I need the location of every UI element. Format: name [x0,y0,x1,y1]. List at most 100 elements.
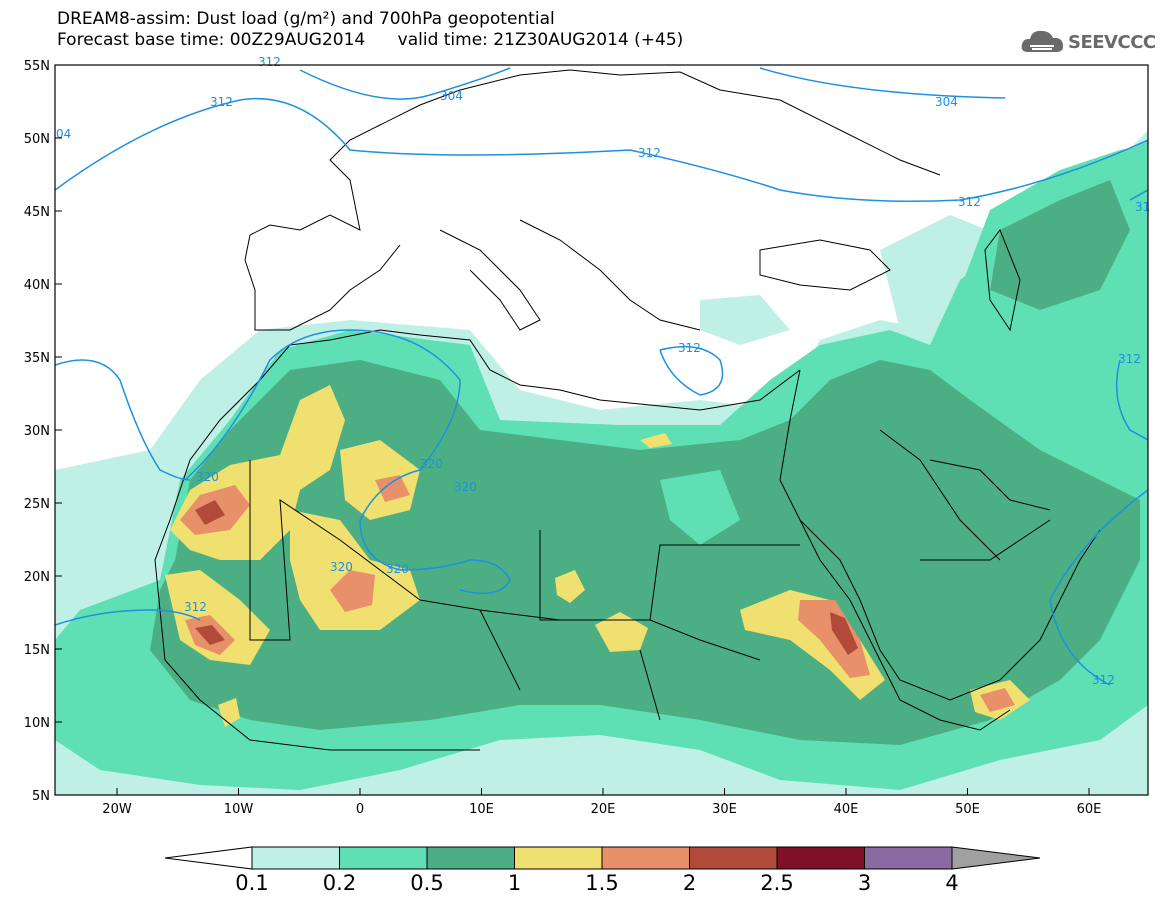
lat-tick-label: 50N [24,132,50,147]
dust-region-yellow-niger [555,570,585,603]
border-sahel [419,599,761,721]
contour-label: 312 [258,55,281,69]
colorbar-label: 3 [857,871,872,895]
contour-label: 312 [1092,673,1115,687]
contour-304 [299,67,1006,100]
dust-region-yellow-chad [595,612,648,652]
colorbar-label: 4 [945,871,959,895]
contour-label: 320 [386,562,409,576]
colorbar-label: 0.2 [322,871,357,895]
contour-312-west [55,359,191,481]
coast-europe [249,69,941,236]
coast-balkans [519,219,701,331]
forecast-time-subtitle: Forecast base time: 00Z29AUG2014 valid t… [57,30,684,50]
dust-region-light-patch [660,470,740,545]
dust-region-orange-central [330,570,375,612]
lat-tick-label: 10N [24,716,50,731]
contour-label: 304 [440,89,463,103]
colorbar-segment [601,846,690,870]
colorbar-label: 0.1 [235,871,269,895]
dust-region-orange-north [375,475,410,502]
lon-tick-label: 10W [224,802,254,817]
colorbar-segment [514,846,603,870]
lon-tick-label: 40E [834,802,859,817]
lat-tick-label: 20N [24,570,50,585]
lon-tick-label: 10E [469,802,494,817]
contour-label: 312 [638,146,661,160]
coast-caspian [984,228,1021,332]
lat-tick-label: 5N [32,789,50,804]
lat-tick-label: 55N [24,59,50,74]
colorbar-label: 2 [682,871,697,895]
contour-labels: 312 304 04 312 312 304 312 312 312 31 31… [56,55,1150,687]
colorbar-label: 0.5 [410,871,444,895]
lat-tick-label: 30N [24,424,50,439]
contour-320-west [55,609,201,626]
contour-label: 312 [678,341,701,355]
contour-label: 312 [210,95,233,109]
dust-region-orange-somalia [980,688,1015,712]
colorbar-segment [864,846,953,870]
colorbar-segment [689,846,778,870]
coastlines [154,69,1101,751]
lat-tick-label: 15N [24,643,50,658]
colorbar-segment [776,846,865,870]
dust-region-yellow-sw [165,570,270,665]
lat-tick-label: 25N [24,497,50,512]
contour-label: 31 [1135,200,1150,214]
colorbar-label: 2.5 [760,871,794,895]
colorbar-label: 1 [507,871,522,895]
colorbar-right-arrow [951,846,1041,870]
lat-tick-label: 45N [24,205,50,220]
coast-black-sea [759,239,891,291]
contour-label: 312 [1118,352,1141,366]
dust-region-lightest-north [700,295,790,345]
seevccc-logo: SEEVCCC [1020,26,1156,56]
dust-load-field [55,130,1148,795]
contour-320 [184,329,511,595]
colorbar-segment [339,846,428,870]
lon-tick-label: 60E [1077,802,1102,817]
lon-tick-label: 20E [591,802,616,817]
border-east [879,429,1051,561]
colorbar-label: 1.5 [585,871,619,895]
contour-31-ne [1129,189,1148,201]
contour-label: 312 [184,600,207,614]
dust-region-red-sw [195,625,225,645]
dust-region-yellow-guinea [218,698,240,727]
contour-label: 320 [330,560,353,574]
lat-tick-label: 35N [24,351,50,366]
colorbar-left-arrow [164,846,253,870]
longitude-axis: 20W 10W 0 10E 20E 30E 40E 50E 60E [102,788,1101,817]
logo-text: SEEVCCC [1068,32,1156,53]
lon-tick-label: 50E [955,802,980,817]
lat-tick-label: 40N [24,278,50,293]
lon-tick-label: 0 [356,802,364,817]
dust-region-medium-caspian [990,180,1130,310]
geopotential-contours [55,67,1148,686]
contour-label: 04 [56,127,71,141]
contour-312-east [1049,359,1148,686]
coast-iberia [244,234,401,331]
map-title: DREAM8-assim: Dust load (g/m²) and 700hP… [57,9,555,29]
contour-312-north [55,97,1148,202]
lon-tick-label: 30E [712,802,737,817]
dust-region-red-ethiopia [830,612,858,655]
colorbar-segments [251,846,953,870]
contour-label: 304 [935,95,958,109]
contour-label: 320 [420,457,443,471]
colorbar [164,846,1041,870]
contour-312-cyprus [659,345,724,396]
contour-label: 312 [958,195,981,209]
coast-gulf [929,459,1051,511]
latitude-axis: 55N 50N 45N 40N 35N 30N 25N 20N 15N 10N 5N [24,59,62,804]
colorbar-segment [251,846,340,870]
coast-levant-arabia [779,369,1101,701]
coast-italy [439,229,541,331]
lon-tick-label: 20W [102,802,132,817]
colorbar-segment [426,846,515,870]
dust-region-yellow-egypt [640,433,672,448]
cloud-logo-icon [1021,30,1064,52]
contour-label: 320 [196,470,219,484]
